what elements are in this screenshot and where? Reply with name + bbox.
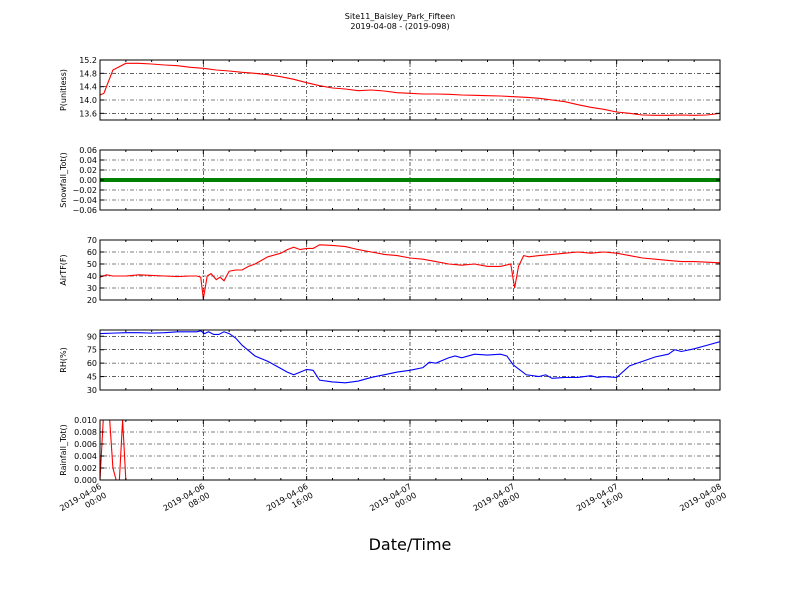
y-tick-label: 14.4 xyxy=(79,83,97,92)
chart-title-line1: Site11_Baisley_Park_Fifteen xyxy=(345,12,455,21)
x-axis-label: Date/Time xyxy=(369,535,452,554)
x-tick-label: 2019-04-0700:00 xyxy=(368,482,418,522)
y-tick-label: 30 xyxy=(87,386,97,395)
x-tick-label: 2019-04-0716:00 xyxy=(575,482,625,522)
x-tick-label: 2019-04-0708:00 xyxy=(472,482,522,522)
x-axis-tick-labels: 2019-04-0600:00 2019-04-0608:00 2019-04-06… xyxy=(58,482,728,522)
x-tick-label: 2019-04-0600:00 xyxy=(58,482,108,522)
y-tick-label: 0.04 xyxy=(79,156,97,165)
subplot-stack: 13.614.014.414.815.2P(unitless)−0.06−0.0… xyxy=(59,56,721,485)
y-tick-label: −0.06 xyxy=(72,206,97,215)
y-tick-label: 20 xyxy=(87,296,97,305)
y-tick-label: 50 xyxy=(87,260,97,269)
x-tick-label: 2019-04-0800:00 xyxy=(678,482,728,522)
y-tick-label: 0.000 xyxy=(74,476,97,485)
series-line xyxy=(100,244,720,299)
y-axis-label: Snowfall_Tot() xyxy=(59,152,68,208)
y-tick-label: 60 xyxy=(87,359,97,368)
x-tick-label: 2019-04-0608:00 xyxy=(162,482,212,522)
y-tick-label: 15.2 xyxy=(79,56,97,65)
y-tick-label: 45 xyxy=(87,373,97,382)
y-tick-label: 0.02 xyxy=(79,166,97,175)
y-tick-label: 90 xyxy=(87,332,97,341)
y-tick-label: 60 xyxy=(87,248,97,257)
y-tick-label: 0.002 xyxy=(74,464,97,473)
y-tick-label: 0.008 xyxy=(74,428,97,437)
y-tick-label: 40 xyxy=(87,272,97,281)
y-axis-label: AirTF(F) xyxy=(59,254,68,285)
y-tick-label: 70 xyxy=(87,236,97,245)
subplot-2: −0.06−0.04−0.020.000.020.040.06 Snowfall_… xyxy=(59,146,721,215)
y-tick-label: 13.6 xyxy=(79,109,97,118)
y-tick-label: −0.04 xyxy=(72,196,97,205)
x-tick-label: 2019-04-0616:00 xyxy=(265,482,315,522)
y-axis-label: RH(%) xyxy=(59,347,68,372)
y-tick-label: 0.010 xyxy=(74,416,97,425)
y-tick-label: 14.0 xyxy=(79,96,97,105)
y-tick-label: 14.8 xyxy=(79,69,97,78)
subplot-4: 30 45 60 75 90 RH(%) xyxy=(59,329,721,395)
subplot-5: 0.000 0.002 0.004 0.006 0.008 0.010 Rainfall_T… xyxy=(59,416,721,485)
y-axis-label: P(unitless) xyxy=(59,69,68,111)
y-tick-label: 30 xyxy=(87,284,97,293)
y-tick-label: 0.006 xyxy=(74,440,97,449)
y-tick-label: 0.06 xyxy=(79,146,97,155)
chart-title-line2: 2019-04-08 - (2019-098) xyxy=(350,22,449,31)
series-line xyxy=(100,330,720,384)
y-tick-label: −0.02 xyxy=(72,186,97,195)
y-tick-label: 75 xyxy=(87,346,97,355)
series-line xyxy=(100,62,720,116)
y-axis-label: Rainfall_Tot() xyxy=(59,424,68,476)
y-tick-label: 0.00 xyxy=(79,176,97,185)
subplot-3: 20 30 40 50 60 70 AirTF(F) xyxy=(59,236,721,305)
subplot-1: 13.6 14.0 14.4 14.8 15.2 P(unitless) xyxy=(59,56,721,121)
y-tick-label: 0.004 xyxy=(74,452,97,461)
